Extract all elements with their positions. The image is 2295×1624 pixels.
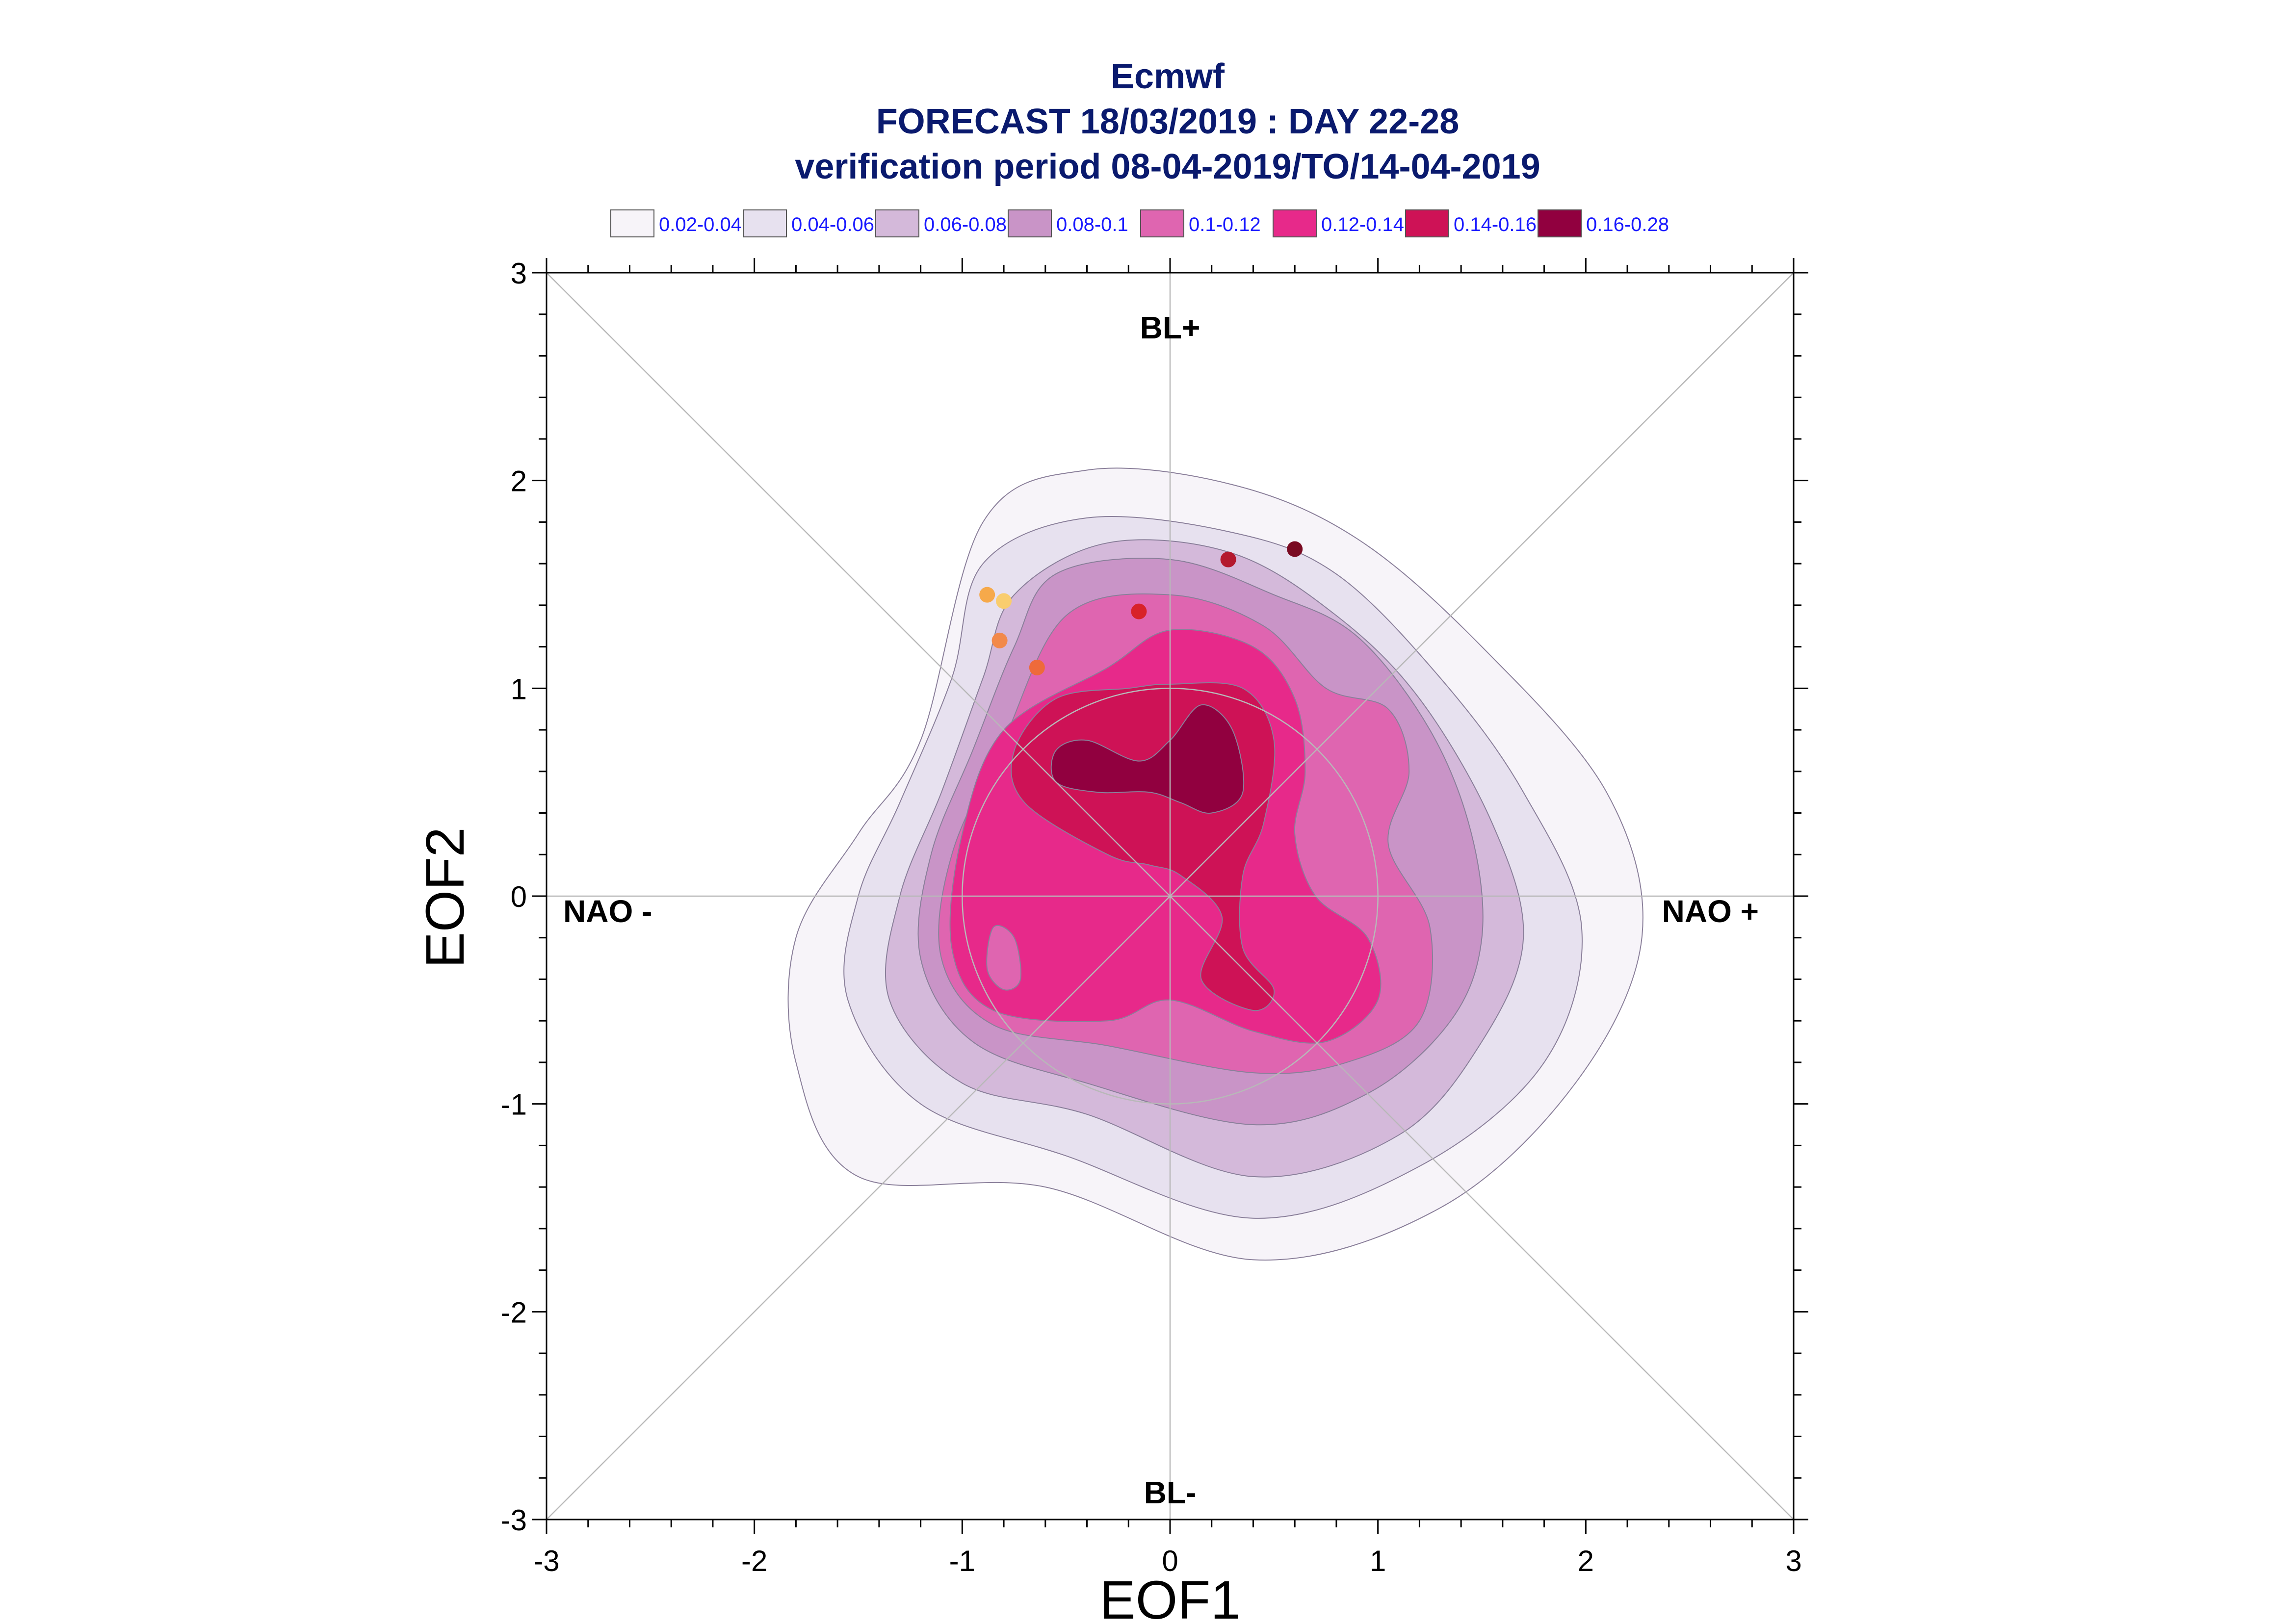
y-tick-label: -3 xyxy=(501,1504,527,1537)
data-points xyxy=(979,541,1303,675)
legend-swatch xyxy=(1008,209,1052,237)
x-tick-label: 1 xyxy=(1370,1545,1386,1577)
y-tick-label: 1 xyxy=(511,672,527,705)
data-point-7 xyxy=(1287,541,1303,557)
y-tick-label: -2 xyxy=(501,1296,527,1329)
x-tick-label: 0 xyxy=(1162,1545,1178,1577)
y-tick-label: 2 xyxy=(511,465,527,498)
regime-label-left: NAO - xyxy=(563,894,652,929)
axis-ticks: -3 -2 -1 0 1 2 3 -3 -2 -1 0 1 2 3 xyxy=(501,257,1808,1577)
legend-label: 0.08-0.1 xyxy=(1056,214,1128,235)
legend-label: 0.04-0.06 xyxy=(791,214,874,235)
legend-swatch xyxy=(1405,209,1449,237)
x-tick-label: -2 xyxy=(741,1545,767,1577)
data-point-5 xyxy=(1131,603,1147,619)
chart-title-line2: FORECAST 18/03/2019 : DAY 22-28 xyxy=(876,102,1460,141)
data-point-3 xyxy=(991,632,1008,648)
legend-label: 0.1-0.12 xyxy=(1189,214,1261,235)
y-tick-label: -1 xyxy=(501,1088,527,1121)
y-axis-title: EOF2 xyxy=(415,827,475,968)
legend-label: 0.02-0.04 xyxy=(659,214,742,235)
regime-label-right: NAO + xyxy=(1662,894,1759,929)
data-point-2 xyxy=(996,593,1012,609)
x-axis-title: EOF1 xyxy=(1099,1570,1240,1624)
density-contours xyxy=(787,467,1643,1261)
legend: 0.02-0.04 0.04-0.06 0.06-0.08 0.08-0.1 0.1-0… xyxy=(610,209,1669,237)
legend-swatch xyxy=(1538,209,1582,237)
legend-label: 0.16-0.28 xyxy=(1586,214,1669,235)
legend-swatch xyxy=(875,209,919,237)
data-point-4 xyxy=(1029,659,1045,675)
plot-area: -3 -2 -1 0 1 2 3 -3 -2 -1 0 1 2 3 xyxy=(501,257,1808,1577)
legend-swatch xyxy=(743,209,787,237)
y-tick-label: 0 xyxy=(511,880,527,913)
legend-label: 0.06-0.08 xyxy=(924,214,1007,235)
regime-label-bottom: BL- xyxy=(1144,1475,1197,1510)
data-point-1 xyxy=(979,587,995,603)
x-tick-label: -3 xyxy=(533,1545,559,1577)
x-tick-label: 2 xyxy=(1578,1545,1594,1577)
legend-label: 0.12-0.14 xyxy=(1321,214,1404,235)
x-tick-label: -1 xyxy=(949,1545,975,1577)
chart-title-line3: verification period 08-04-2019/TO/14-04-… xyxy=(795,147,1540,186)
unit-circle xyxy=(962,688,1379,1105)
x-tick-label: 3 xyxy=(1785,1545,1801,1577)
legend-swatch xyxy=(1273,209,1317,237)
chart-title-line1: Ecmwf xyxy=(1111,57,1225,96)
y-tick-label: 3 xyxy=(511,257,527,290)
legend-label: 0.14-0.16 xyxy=(1454,214,1537,235)
reference-lines xyxy=(546,272,1794,1520)
legend-swatch xyxy=(1140,209,1184,237)
regime-label-top: BL+ xyxy=(1140,310,1200,345)
data-point-6 xyxy=(1220,551,1236,567)
density-contour-0.1-0.12 xyxy=(986,925,1021,991)
legend-swatch xyxy=(610,209,654,237)
diagonal-line-falling xyxy=(546,272,1794,1520)
